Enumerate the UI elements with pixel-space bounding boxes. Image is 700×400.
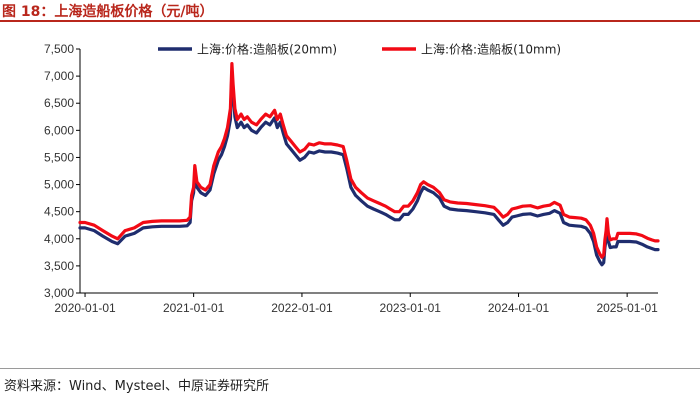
x-tick-label: 2025-01-01: [596, 301, 658, 315]
y-tick-label: 6,000: [44, 123, 74, 137]
y-tick-label: 4,000: [44, 232, 74, 246]
y-tick-label: 7,500: [44, 42, 74, 56]
y-tick-label: 5,000: [44, 178, 74, 192]
y-tick-label: 5,500: [44, 150, 74, 164]
x-tick-label: 2023-01-01: [380, 301, 442, 315]
x-tick-label: 2024-01-01: [488, 301, 550, 315]
source-note: 资料来源：Wind、Mysteel、中原证券研究所: [4, 379, 270, 394]
legend-label: 上海:价格:造船板(20mm): [197, 42, 337, 57]
figure-title: 图 18：上海造船板价格（元/吨）: [2, 4, 214, 20]
y-tick-label: 7,000: [44, 69, 74, 83]
y-tick-label: 3,000: [44, 286, 74, 300]
x-tick-label: 2020-01-01: [54, 301, 116, 315]
footer-divider: [0, 368, 700, 369]
x-tick-label: 2021-01-01: [163, 301, 225, 315]
series-line-20mm: [78, 70, 660, 267]
figure-title-bar: 图 18：上海造船板价格（元/吨）: [0, 0, 700, 22]
x-tick-label: 2022-01-01: [271, 301, 333, 315]
y-tick-label: 4,500: [44, 205, 74, 219]
y-tick-label: 3,500: [44, 259, 74, 273]
legend-label: 上海:价格:造船板(10mm): [421, 42, 561, 57]
y-tick-label: 6,500: [44, 96, 74, 110]
series-line-10mm: [78, 62, 660, 259]
